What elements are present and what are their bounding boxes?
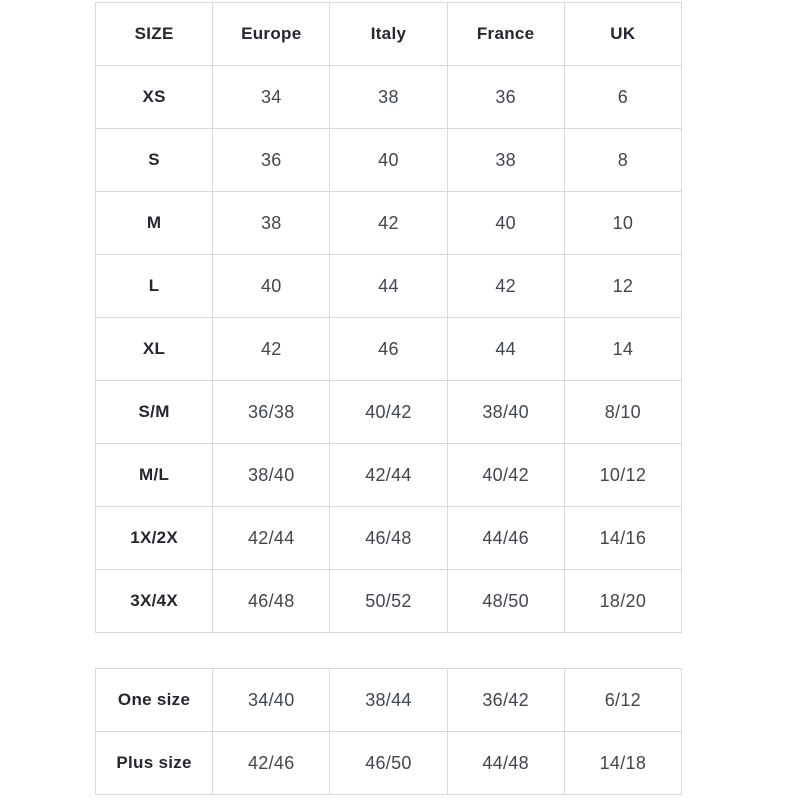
table-row-one-size: One size 34/40 38/44 36/42 6/12 [94, 668, 683, 732]
size-label-cell: Plus size [94, 731, 214, 795]
size-label-cell: One size [94, 668, 214, 732]
value-cell-europe: 38 [212, 191, 331, 255]
value-cell-europe: 46/48 [212, 569, 331, 633]
value-cell-uk: 8/10 [563, 380, 683, 444]
header-cell-italy: Italy [329, 2, 448, 66]
value-cell-uk: 10/12 [563, 443, 683, 507]
table-row-s-m: S/M 36/38 40/42 38/40 8/10 [94, 380, 683, 444]
value-cell-france: 44/46 [446, 506, 565, 570]
value-cell-france: 42 [446, 254, 565, 318]
size-label-cell: M/L [94, 443, 214, 507]
value-cell-italy: 40/42 [329, 380, 448, 444]
table-row-l: L 40 44 42 12 [94, 254, 683, 318]
size-label-cell: XS [94, 65, 214, 129]
value-cell-france: 40 [446, 191, 565, 255]
value-cell-uk: 6 [563, 65, 683, 129]
value-cell-europe: 36/38 [212, 380, 331, 444]
size-conversion-chart: SIZE Europe Italy France UK XS 34 38 36 … [94, 2, 683, 795]
header-row: SIZE Europe Italy France UK [94, 2, 683, 66]
value-cell-europe: 34 [212, 65, 331, 129]
value-cell-italy: 40 [329, 128, 448, 192]
size-label-cell: XL [94, 317, 214, 381]
value-cell-italy: 42 [329, 191, 448, 255]
table-gap [95, 633, 682, 668]
size-table-extra: One size 34/40 38/44 36/42 6/12 Plus siz… [94, 668, 683, 795]
size-label-cell: S [94, 128, 214, 192]
size-label-cell: M [94, 191, 214, 255]
value-cell-france: 38/40 [446, 380, 565, 444]
value-cell-france: 44 [446, 317, 565, 381]
value-cell-europe: 40 [212, 254, 331, 318]
value-cell-uk: 18/20 [563, 569, 683, 633]
value-cell-france: 36/42 [446, 668, 565, 732]
size-table-main: SIZE Europe Italy France UK XS 34 38 36 … [94, 2, 683, 633]
size-label-cell: L [94, 254, 214, 318]
size-label-cell: S/M [94, 380, 214, 444]
value-cell-italy: 50/52 [329, 569, 448, 633]
size-label-cell: 3X/4X [94, 569, 214, 633]
value-cell-italy: 38 [329, 65, 448, 129]
value-cell-europe: 34/40 [212, 668, 331, 732]
table-row-plus-size: Plus size 42/46 46/50 44/48 14/18 [94, 731, 683, 795]
value-cell-uk: 8 [563, 128, 683, 192]
value-cell-france: 48/50 [446, 569, 565, 633]
value-cell-france: 44/48 [446, 731, 565, 795]
table-row-m-l: M/L 38/40 42/44 40/42 10/12 [94, 443, 683, 507]
value-cell-france: 36 [446, 65, 565, 129]
header-cell-france: France [446, 2, 565, 66]
header-cell-size: SIZE [94, 2, 214, 66]
value-cell-europe: 42/46 [212, 731, 331, 795]
value-cell-italy: 46/50 [329, 731, 448, 795]
table-row-xl: XL 42 46 44 14 [94, 317, 683, 381]
value-cell-uk: 12 [563, 254, 683, 318]
value-cell-uk: 10 [563, 191, 683, 255]
table-row-xs: XS 34 38 36 6 [94, 65, 683, 129]
table-row-3x-4x: 3X/4X 46/48 50/52 48/50 18/20 [94, 569, 683, 633]
value-cell-italy: 38/44 [329, 668, 448, 732]
value-cell-france: 40/42 [446, 443, 565, 507]
value-cell-italy: 42/44 [329, 443, 448, 507]
size-label-cell: 1X/2X [94, 506, 214, 570]
value-cell-europe: 42/44 [212, 506, 331, 570]
value-cell-italy: 46/48 [329, 506, 448, 570]
value-cell-uk: 6/12 [563, 668, 683, 732]
table-row-m: M 38 42 40 10 [94, 191, 683, 255]
value-cell-italy: 46 [329, 317, 448, 381]
value-cell-europe: 38/40 [212, 443, 331, 507]
value-cell-europe: 42 [212, 317, 331, 381]
value-cell-europe: 36 [212, 128, 331, 192]
header-cell-europe: Europe [212, 2, 331, 66]
value-cell-italy: 44 [329, 254, 448, 318]
header-cell-uk: UK [563, 2, 683, 66]
value-cell-uk: 14 [563, 317, 683, 381]
table-row-s: S 36 40 38 8 [94, 128, 683, 192]
value-cell-uk: 14/16 [563, 506, 683, 570]
value-cell-uk: 14/18 [563, 731, 683, 795]
value-cell-france: 38 [446, 128, 565, 192]
table-row-1x-2x: 1X/2X 42/44 46/48 44/46 14/16 [94, 506, 683, 570]
